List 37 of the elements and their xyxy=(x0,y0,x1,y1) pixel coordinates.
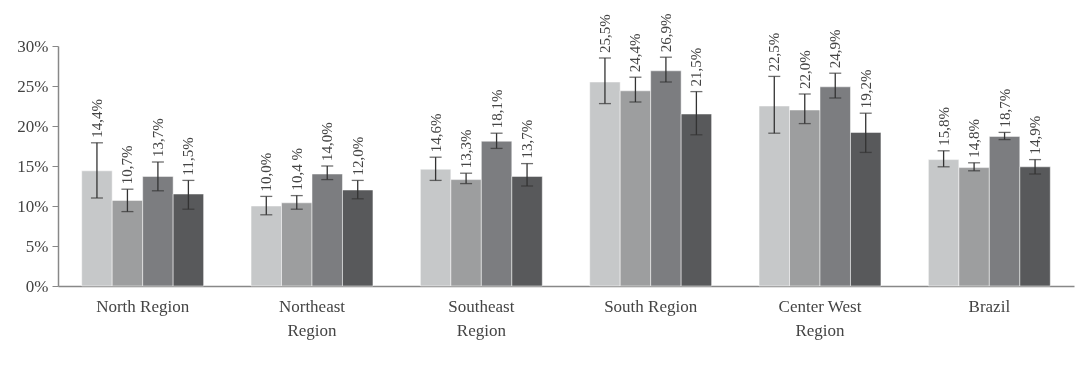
data-label: 22,0% xyxy=(796,50,813,89)
y-tick-label: 10% xyxy=(17,196,49,216)
data-label: 14,0% xyxy=(319,122,336,161)
data-label: 10,4 % xyxy=(288,148,305,191)
data-label: 25,5% xyxy=(596,14,613,53)
data-label: 13,7% xyxy=(519,119,536,159)
x-tick-label: Center West Region xyxy=(778,296,862,340)
data-label: 24,9% xyxy=(827,29,844,69)
x-tick-label: South Region xyxy=(604,296,698,316)
data-label: 18,1% xyxy=(488,89,505,129)
x-tick-label: Brazil xyxy=(968,296,1011,316)
data-label: 13,3% xyxy=(458,129,475,169)
data-label: 12,0% xyxy=(349,136,366,176)
data-label: 10,0% xyxy=(258,152,275,192)
data-label: 24,4% xyxy=(627,33,644,73)
data-label: 19,2% xyxy=(857,69,874,109)
y-tick-label: 25% xyxy=(17,76,49,96)
y-tick-label: 30% xyxy=(17,36,49,56)
y-tick-label: 20% xyxy=(17,116,49,136)
data-label: 26,9% xyxy=(657,13,674,53)
x-tick-label: North Region xyxy=(96,296,190,316)
y-tick-label: 5% xyxy=(25,236,49,256)
data-label: 14,8% xyxy=(966,119,983,158)
data-label: 15,8% xyxy=(935,107,952,146)
data-label: 11,5% xyxy=(180,137,197,176)
y-tick-label: 0% xyxy=(25,276,49,296)
data-label: 22,5% xyxy=(766,32,783,72)
data-label: 13,7% xyxy=(149,118,166,157)
data-label: 10,7% xyxy=(119,145,136,185)
data-label: 21,5% xyxy=(688,47,705,87)
data-label: 14,9% xyxy=(1027,115,1044,155)
data-label: 18,7% xyxy=(996,88,1013,128)
y-tick-label: 15% xyxy=(17,156,49,176)
x-tick-label: Northeast Region xyxy=(278,296,346,340)
data-label: 14,6% xyxy=(427,113,444,153)
data-label: 14,4% xyxy=(88,99,105,138)
x-tick-label: Southeast Region xyxy=(448,296,515,340)
